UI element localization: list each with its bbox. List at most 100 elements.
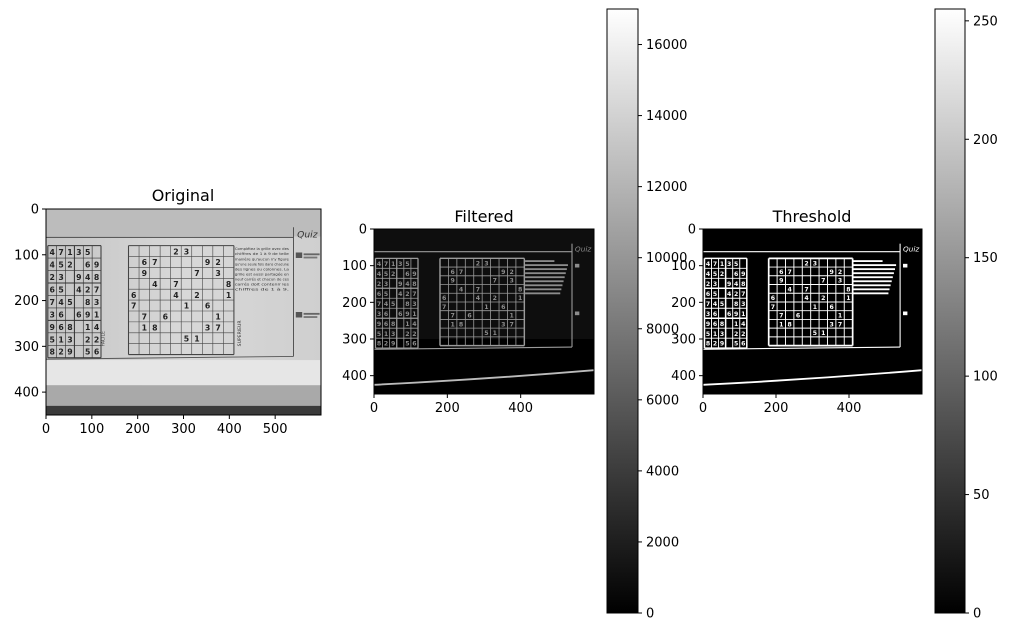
sudoku-digit: 3	[720, 331, 724, 338]
sudoku-digit: 2	[476, 260, 480, 267]
colorbar-tick-label: 4000	[646, 464, 679, 479]
sudoku-digit: 6	[377, 291, 381, 298]
sudoku-digit: 8	[67, 323, 72, 332]
panel-original: Original 4 7 1 3 54 5 2 6 92 3 9 4 86 5 4 2 77 4 5 8 33 6 6 9 19…	[14, 186, 322, 437]
ticks-filtered: 0 200 400 0 100 200 300 400	[342, 223, 533, 417]
sudoku-digit: 7	[384, 261, 388, 268]
x-tick-label: 500	[263, 422, 288, 437]
instruction-text: qu'une seule fois dans chacune	[235, 261, 290, 266]
sudoku-digit: 2	[58, 348, 63, 357]
sudoku-digit: 2	[734, 331, 738, 338]
sudoku-digit: 2	[804, 260, 808, 267]
sudoku-digit: 2	[50, 273, 55, 282]
sudoku-digit: 7	[450, 313, 454, 320]
sudoku-digit: 9	[779, 278, 783, 285]
sudoku-digit: 9	[377, 321, 381, 328]
sudoku-digit: 3	[50, 310, 55, 319]
sudoku-digit: 3	[813, 260, 817, 267]
x-tick-label: 200	[125, 422, 150, 437]
colorbar-tick-label: 100	[973, 370, 998, 385]
sudoku-digit: 6	[467, 313, 471, 320]
sudoku-digit: 2	[377, 281, 381, 288]
axes-frame-threshold	[702, 228, 923, 395]
colorbar-tick-label: 0	[646, 607, 654, 622]
sudoku-digit: 5	[405, 261, 409, 268]
sudoku-digit: 7	[152, 258, 157, 267]
sudoku-digit: 6	[771, 295, 775, 302]
text-block	[853, 292, 889, 295]
instruction-text: chiffres de 1 à 9 de telle	[235, 251, 290, 256]
sudoku-digit: 5	[184, 334, 189, 343]
sudoku-digit: 3	[484, 260, 488, 267]
sudoku-digit: 2	[706, 281, 710, 288]
sudoku-grid-left: 4 7 1 3 54 5 2 6 92 3 9 4 86 5 4 2 77 4 5 8 33 6 6 9 19 6 8 1 45 1 3 2 2…	[47, 245, 102, 359]
sudoku-digit: 6	[131, 291, 136, 300]
text-block	[853, 272, 894, 275]
sudoku-digit: 8	[391, 321, 395, 328]
sudoku-digit: 2	[510, 269, 514, 276]
sudoku-digit: 2	[215, 258, 220, 267]
sudoku-digit: 9	[50, 323, 55, 332]
x-tick-label: 0	[699, 401, 707, 416]
sudoku-digit: 6	[501, 304, 505, 311]
sudoku-digit: 4	[85, 273, 91, 282]
page-edge-line	[703, 369, 922, 386]
sudoku-digit: 1	[510, 313, 514, 320]
sudoku-digit: 3	[412, 301, 416, 308]
y-tick-label: 100	[671, 259, 696, 274]
text-block	[853, 268, 895, 271]
quiz-text-line	[303, 253, 320, 256]
sudoku-grid-main: 2 36 7 9 29 7 34 7 86 4 2 17 1 67 6 11 8 3 75 1	[127, 245, 235, 356]
sudoku-digit: 7	[510, 321, 514, 328]
sudoku-digit: 9	[391, 341, 395, 348]
sudoku-digit: 4	[384, 301, 389, 308]
text-block	[525, 260, 555, 262]
sudoku-digit: 2	[493, 295, 497, 302]
colorbar-tick-label: 6000	[646, 393, 679, 408]
sudoku-digit: 6	[741, 341, 745, 348]
sudoku-digit: 2	[405, 291, 409, 298]
colorbar-tick-label: 16000	[646, 38, 687, 53]
sudoku-digit: 8	[405, 301, 409, 308]
sudoku-digit: 3	[741, 301, 745, 308]
quiz-marker	[574, 311, 580, 316]
sudoku-digit: 7	[194, 269, 199, 278]
sudoku-digit: 9	[501, 269, 505, 276]
sudoku-digit: 7	[94, 285, 99, 294]
page-edge-line	[374, 369, 594, 386]
sudoku-digit: 7	[131, 302, 136, 311]
sudoku-digit: 6	[405, 271, 409, 278]
sudoku-digit: 6	[713, 311, 717, 318]
y-tick-label: 100	[342, 259, 367, 274]
image-threshold: 4 7 1 3 54 5 2 6 92 3 9 4 86 5 4 2 77 4 5 8 33 6 6 9 19 6 8 1 45 1 3 2 2…	[703, 229, 922, 394]
paper-fold	[46, 360, 321, 386]
colorbar-ticks-filtered: 0 2000 4000 6000 8000 10000 12000 14000 16000	[638, 38, 687, 622]
sudoku-digit: 1	[779, 321, 783, 328]
sudoku-digit: 1	[226, 291, 231, 300]
sudoku-digit: 1	[484, 304, 488, 311]
sudoku-digit: 1	[391, 261, 395, 268]
sudoku-digit: 2	[85, 335, 90, 344]
sudoku-digit: 7	[788, 269, 792, 276]
instruction-text: carrés doit contenir les	[235, 281, 289, 286]
x-tick-label: 200	[435, 401, 460, 416]
sudoku-digit: 5	[384, 271, 388, 278]
colorbar-tick-label: 200	[973, 133, 998, 148]
sudoku-digit: 2	[391, 271, 395, 278]
instruction-text: neuf carrés et chacun de ces	[235, 276, 289, 281]
sudoku-digit: 2	[67, 261, 72, 270]
sudoku-digit: 7	[779, 313, 783, 320]
text-block	[853, 260, 883, 262]
sudoku-digit: 6	[830, 304, 834, 311]
sudoku-digit: 7	[493, 278, 497, 285]
sudoku-digit: 5	[734, 261, 738, 268]
sudoku-digit: 2	[194, 291, 199, 300]
sudoku-digit: 4	[788, 286, 793, 293]
sudoku-digit: 6	[442, 295, 446, 302]
x-tick-label: 400	[508, 401, 533, 416]
sudoku-digit: 4	[476, 295, 481, 302]
sudoku-digit: 6	[734, 271, 738, 278]
sudoku-digit: 2	[412, 331, 416, 338]
sudoku-digit: 2	[384, 341, 388, 348]
y-tick-label: 400	[14, 386, 39, 401]
